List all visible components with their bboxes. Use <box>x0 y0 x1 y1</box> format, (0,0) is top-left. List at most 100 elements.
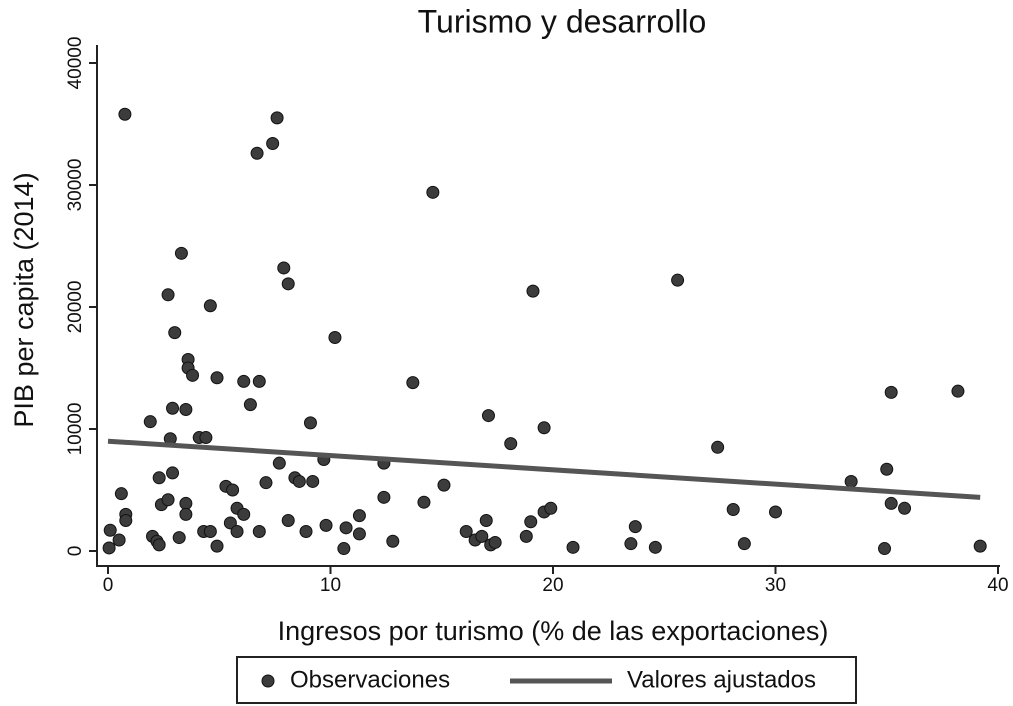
point <box>417 495 431 509</box>
y-tick-label: 20000 <box>65 281 86 334</box>
point <box>566 540 580 554</box>
point <box>186 368 200 382</box>
point <box>203 524 217 538</box>
point <box>973 539 987 553</box>
point <box>880 462 894 476</box>
point <box>898 501 912 515</box>
point <box>878 542 892 556</box>
point <box>339 521 353 535</box>
point <box>292 474 306 488</box>
point <box>119 514 133 527</box>
point <box>488 535 502 549</box>
point <box>243 398 257 412</box>
point <box>479 514 493 527</box>
point <box>352 509 366 523</box>
point <box>337 542 351 556</box>
point <box>769 505 782 519</box>
point <box>237 374 251 388</box>
x-tick-label: 20 <box>542 575 563 596</box>
point <box>226 483 240 497</box>
point <box>161 288 175 302</box>
point <box>102 541 116 555</box>
point <box>250 146 264 160</box>
x-axis-title: Ingresos por turismo (% de las exportaci… <box>278 616 829 646</box>
point <box>648 540 662 554</box>
point <box>172 531 186 545</box>
point <box>737 537 751 551</box>
x-tick-label: 10 <box>320 575 341 596</box>
point <box>103 523 117 537</box>
point <box>266 137 280 151</box>
point <box>223 516 237 530</box>
point <box>199 431 213 445</box>
point <box>118 107 132 121</box>
point <box>179 496 193 510</box>
point <box>303 416 317 430</box>
y-tick-label: 40000 <box>65 37 86 90</box>
point <box>270 111 284 125</box>
point <box>475 529 489 543</box>
point <box>210 371 224 385</box>
point <box>352 527 366 541</box>
point <box>179 507 193 521</box>
point <box>174 246 188 260</box>
chart-title: Turismo y desarrollo <box>418 3 707 39</box>
point <box>624 537 638 551</box>
point <box>671 273 685 287</box>
point <box>112 533 126 547</box>
point <box>426 185 440 199</box>
point <box>884 496 898 510</box>
point <box>179 402 193 416</box>
point <box>152 471 166 485</box>
y-tick-label: 0 <box>65 546 86 557</box>
point <box>628 520 642 534</box>
point <box>951 384 965 398</box>
x-tick-label: 40 <box>987 575 1008 596</box>
point <box>386 534 400 548</box>
point <box>544 501 558 515</box>
point <box>114 487 128 501</box>
point <box>252 374 266 388</box>
x-tick-label: 30 <box>765 575 786 596</box>
point <box>526 284 540 298</box>
y-tick-label: 10000 <box>65 403 86 456</box>
point <box>281 277 295 291</box>
point <box>277 261 291 275</box>
point <box>711 440 725 454</box>
point <box>459 524 473 538</box>
point <box>252 524 266 538</box>
y-axis-title: PIB per capita (2014) <box>9 172 39 427</box>
point <box>481 409 495 423</box>
point <box>161 493 175 507</box>
legend-label: Valores ajustados <box>627 666 816 693</box>
point <box>299 524 313 538</box>
point <box>230 524 244 538</box>
y-tick-label: 30000 <box>65 159 86 212</box>
point <box>524 515 538 529</box>
point <box>166 466 180 480</box>
legend-marker <box>261 674 275 688</box>
point <box>143 415 157 429</box>
point <box>537 421 551 435</box>
point <box>306 474 320 488</box>
point <box>203 299 217 313</box>
point <box>259 476 273 490</box>
point <box>237 507 251 521</box>
point <box>272 456 286 470</box>
point <box>152 538 166 552</box>
fitted-line <box>107 438 981 500</box>
point <box>406 376 420 390</box>
point <box>504 437 518 451</box>
point <box>726 503 740 517</box>
point <box>166 401 180 415</box>
point <box>168 326 182 340</box>
x-tick-label: 0 <box>103 575 114 596</box>
legend-box <box>236 656 857 704</box>
point <box>844 474 858 488</box>
point <box>437 478 451 492</box>
point <box>210 539 224 553</box>
point <box>884 385 898 399</box>
point <box>281 514 295 527</box>
point <box>319 518 333 532</box>
